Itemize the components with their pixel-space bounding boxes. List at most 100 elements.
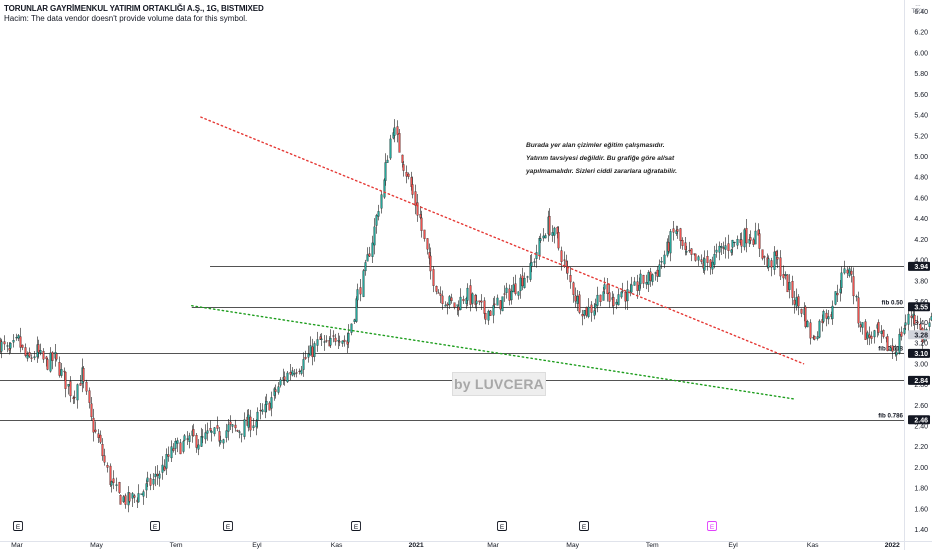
candle-up — [788, 282, 791, 290]
currency-badge[interactable]: ... TRY — [908, 1, 928, 15]
candle-up — [142, 491, 145, 497]
candle-down — [489, 310, 492, 316]
price-tick-label: 4.20 — [914, 237, 928, 244]
candle-down — [118, 482, 121, 493]
candle-down — [480, 300, 483, 303]
candle-up — [519, 277, 522, 292]
candle-down — [28, 352, 31, 357]
candle-down — [259, 409, 262, 412]
candle-up — [356, 289, 359, 301]
candle-up — [703, 258, 706, 271]
watermark: by LUVCERA — [452, 372, 546, 396]
candle-down — [752, 239, 755, 245]
candle-down — [786, 274, 789, 293]
price-tick-label: 5.20 — [914, 133, 928, 140]
candle-down — [63, 370, 66, 373]
earnings-marker — [579, 521, 589, 531]
candle-up — [222, 439, 225, 444]
price-label-bg — [908, 415, 930, 425]
price-tick-label: 5.80 — [914, 71, 928, 78]
candle-down — [656, 269, 659, 277]
candle-down — [514, 283, 517, 294]
candle-down — [642, 274, 645, 284]
candle-up — [341, 340, 344, 344]
fib-label: fib 0.50 — [882, 300, 904, 307]
candle-up — [146, 477, 149, 482]
candle-down — [19, 336, 22, 348]
candle-up — [174, 440, 177, 449]
candle-down — [800, 308, 803, 314]
candle-up — [658, 264, 661, 277]
candle-up — [880, 330, 883, 334]
trendlines — [191, 116, 805, 400]
candle-up — [384, 162, 387, 181]
candle-up — [806, 321, 809, 328]
candle-up — [583, 310, 586, 316]
candle-up — [898, 333, 901, 354]
candle-up — [715, 249, 718, 253]
price-tick-label: 5.60 — [914, 92, 928, 99]
candle-up — [784, 274, 787, 276]
candle-down — [3, 341, 6, 345]
candle-down — [311, 346, 314, 358]
candle-down — [405, 171, 408, 177]
candle-up — [512, 284, 515, 293]
price-label-bg — [908, 261, 930, 271]
candle-up — [471, 293, 474, 304]
candle-down — [864, 321, 867, 340]
candle-up — [17, 335, 20, 339]
price-tick-label: 2.60 — [914, 403, 928, 410]
candle-down — [414, 191, 417, 206]
candle-down — [92, 417, 95, 433]
candle-down — [398, 133, 401, 153]
candle-down — [722, 247, 725, 249]
candle-down — [870, 335, 873, 339]
candle-up — [840, 272, 843, 288]
candle-up — [831, 305, 834, 319]
candle-down — [359, 287, 362, 295]
candle-down — [469, 285, 472, 305]
time-tick-label: Eyl — [728, 542, 738, 549]
candle-up — [711, 261, 714, 270]
candle-up — [795, 297, 798, 307]
price-tick-label: 2.20 — [914, 444, 928, 451]
candle-up — [26, 354, 29, 359]
candle-up — [889, 347, 892, 351]
price-label: 3.94 — [914, 264, 928, 271]
candle-up — [362, 270, 365, 297]
candle-down — [218, 431, 221, 442]
candle-up — [300, 369, 303, 374]
candle-up — [188, 435, 191, 442]
candle-up — [505, 287, 508, 293]
candle-up — [261, 409, 264, 412]
candle-up — [448, 296, 451, 306]
candle-up — [302, 359, 305, 370]
symbol-title[interactable]: TORUNLAR GAYRİMENKUL YATIRIM ORTAKLIĞI A… — [4, 4, 264, 13]
candle-up — [754, 230, 757, 245]
price-tick-label: 5.40 — [914, 113, 928, 120]
candle-up — [122, 496, 125, 502]
candle-down — [599, 294, 602, 303]
candle-down — [919, 323, 922, 330]
candle-down — [268, 402, 271, 411]
candle-down — [149, 478, 152, 486]
candle-up — [110, 481, 113, 486]
candle-down — [419, 214, 422, 218]
candle-up — [353, 319, 356, 322]
price-label: 3.55 — [914, 304, 928, 311]
candle-down — [882, 330, 885, 337]
price-label: 3.10 — [914, 351, 928, 358]
candle-up — [227, 424, 230, 432]
candle-down — [565, 260, 568, 267]
candle-up — [313, 343, 316, 357]
candle-down — [236, 430, 239, 432]
candle-up — [645, 282, 648, 285]
candle-up — [539, 238, 542, 241]
price-label-bg — [908, 375, 930, 385]
candle-up — [510, 290, 513, 301]
candle-up — [377, 211, 380, 217]
candle-up — [459, 296, 462, 310]
candle-up — [903, 328, 906, 334]
candle-down — [859, 324, 862, 328]
